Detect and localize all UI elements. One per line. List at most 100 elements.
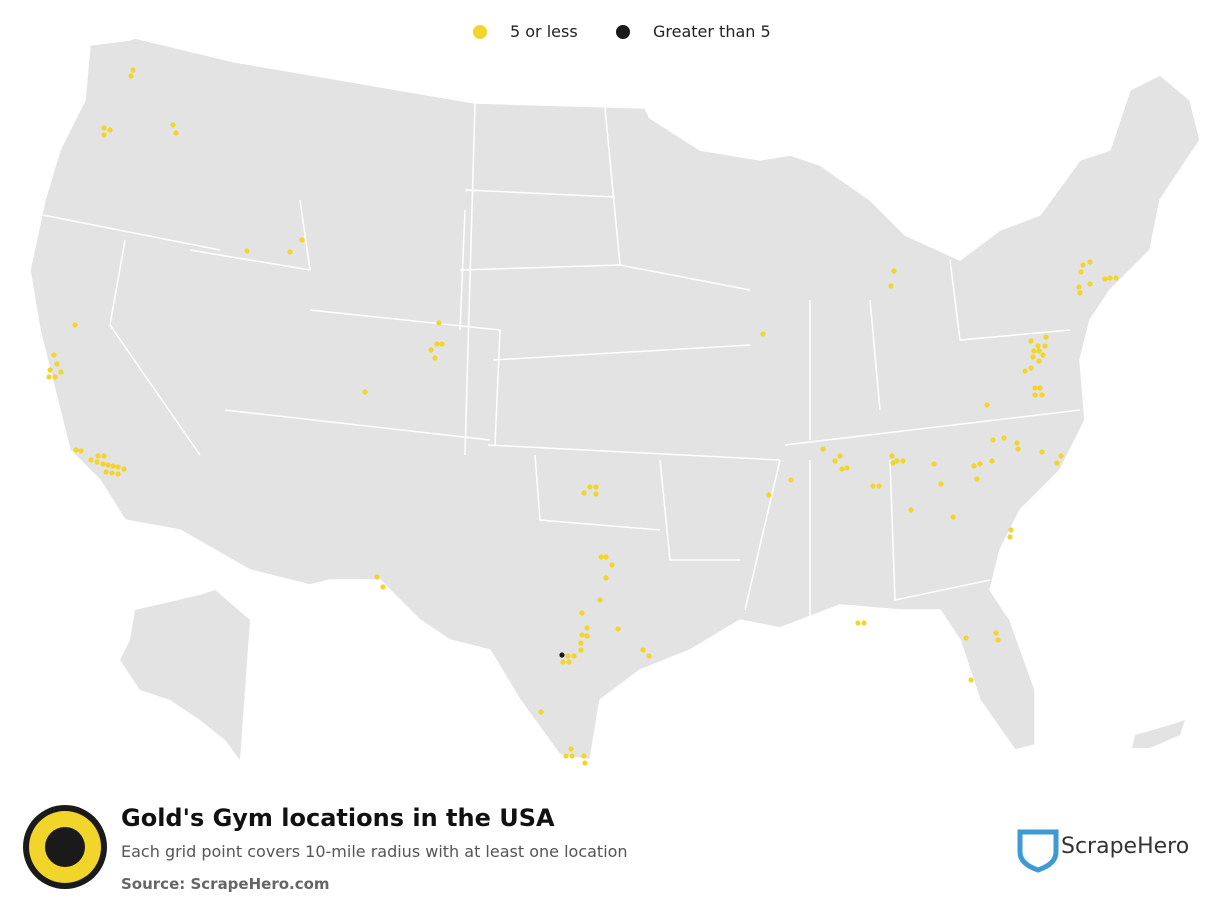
location-dot	[609, 562, 615, 568]
location-dot	[569, 753, 575, 759]
state-borders	[42, 102, 1081, 620]
location-dot	[963, 635, 969, 641]
location-dot	[436, 320, 442, 326]
location-dot	[1036, 358, 1042, 364]
hawaii	[1132, 720, 1185, 748]
location-dot	[1022, 368, 1028, 374]
location-dot	[890, 460, 896, 466]
location-dot	[646, 653, 652, 659]
location-dot	[1007, 534, 1013, 540]
title: Gold's Gym locations in the USA	[121, 804, 555, 832]
location-dot	[1014, 440, 1020, 446]
location-dot	[100, 461, 106, 467]
location-dot	[578, 647, 584, 653]
location-dot	[968, 677, 974, 683]
location-dot	[1001, 435, 1007, 441]
location-dot	[563, 753, 569, 759]
location-dot	[107, 127, 113, 133]
location-dot	[900, 458, 906, 464]
location-dot	[1028, 365, 1034, 371]
location-dot	[1035, 343, 1041, 349]
location-dot	[1087, 281, 1093, 287]
location-dot	[73, 447, 79, 453]
location-dot	[173, 130, 179, 136]
logo-center	[45, 827, 85, 867]
location-dot	[593, 491, 599, 497]
location-dot	[1107, 275, 1113, 281]
brand-logo	[1017, 829, 1059, 873]
location-dot	[1015, 446, 1021, 452]
location-dot	[101, 132, 107, 138]
location-dot	[103, 469, 109, 475]
usa-outline	[29, 37, 1201, 761]
location-dot	[581, 753, 587, 759]
location-dot	[593, 484, 599, 490]
location-dot	[971, 463, 977, 469]
location-dot	[844, 465, 850, 471]
location-dot	[908, 507, 914, 513]
location-dot	[170, 122, 176, 128]
location-dot	[1030, 354, 1036, 360]
location-dot	[101, 125, 107, 131]
location-dot	[94, 459, 100, 465]
location-dot	[1078, 269, 1084, 275]
brand: ScrapeHero	[1061, 834, 1190, 859]
location-dot	[989, 458, 995, 464]
location-dot	[559, 652, 565, 658]
legend-swatch	[616, 25, 630, 39]
subtitle: Each grid point covers 10-mile radius wi…	[121, 842, 628, 861]
location-dot	[837, 453, 843, 459]
location-dot	[105, 462, 111, 468]
location-dot	[938, 481, 944, 487]
location-dot	[581, 490, 587, 496]
location-dot	[603, 575, 609, 581]
location-dot	[579, 632, 585, 638]
alaska	[120, 590, 250, 760]
location-dot	[287, 249, 293, 255]
location-dot	[578, 640, 584, 646]
location-dot	[374, 574, 380, 580]
location-dot	[560, 659, 566, 665]
location-dot	[434, 341, 440, 347]
location-dot	[1113, 275, 1119, 281]
location-dot	[432, 355, 438, 361]
location-dot	[1077, 290, 1083, 296]
location-dot	[1039, 449, 1045, 455]
location-dot	[538, 709, 544, 715]
location-dot	[984, 402, 990, 408]
location-dot	[990, 437, 996, 443]
location-dot	[1043, 334, 1049, 340]
location-dot	[1032, 392, 1038, 398]
location-dot	[244, 248, 250, 254]
location-dot	[121, 466, 127, 472]
location-dot	[995, 637, 1001, 643]
location-dot	[760, 331, 766, 337]
location-dot	[565, 653, 571, 659]
location-dot	[1054, 460, 1060, 466]
location-dot	[861, 620, 867, 626]
location-dot	[1037, 385, 1043, 391]
location-dot	[993, 630, 999, 636]
location-dot	[876, 483, 882, 489]
location-dot	[1036, 348, 1042, 354]
location-dot	[584, 625, 590, 631]
location-dot	[640, 647, 646, 653]
location-dot	[1102, 276, 1108, 282]
location-dot	[820, 446, 826, 452]
location-dot	[839, 466, 845, 472]
location-dot	[974, 476, 980, 482]
location-dot	[603, 554, 609, 560]
location-dot	[571, 653, 577, 659]
location-dot	[950, 514, 956, 520]
location-dot	[428, 347, 434, 353]
location-dot	[54, 361, 60, 367]
location-dot	[766, 492, 772, 498]
location-dot	[439, 341, 445, 347]
location-dot	[1042, 343, 1048, 349]
location-dot	[58, 369, 64, 375]
location-dot	[362, 389, 368, 395]
location-dot	[888, 283, 894, 289]
location-dot	[1080, 262, 1086, 268]
